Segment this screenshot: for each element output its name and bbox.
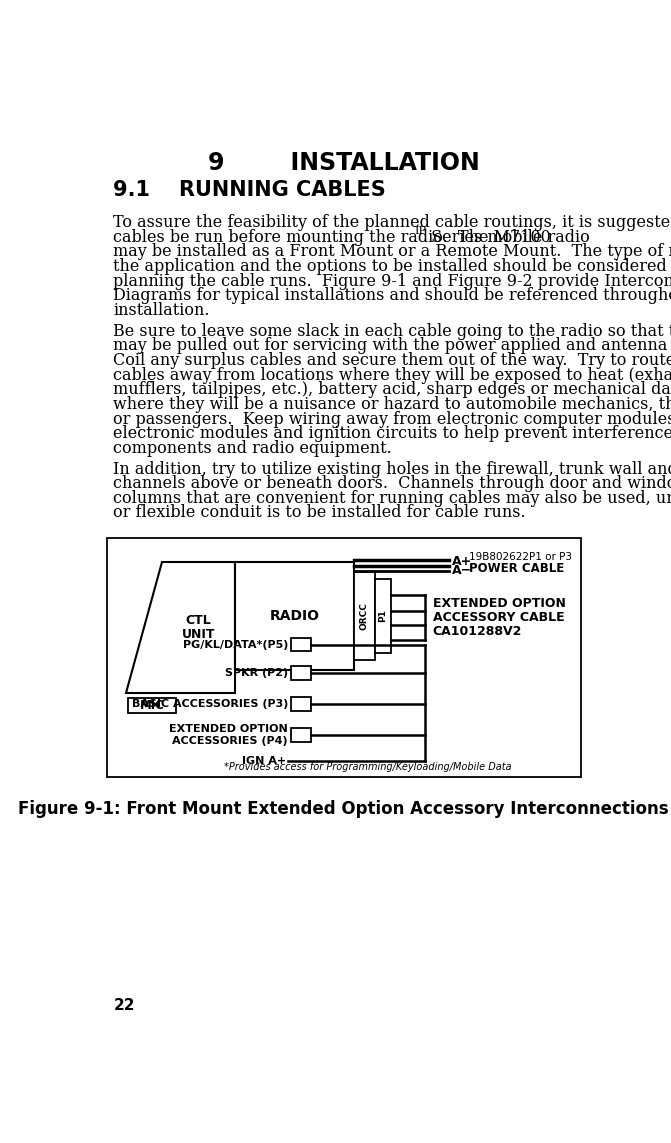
Text: ACCESSORY CABLE: ACCESSORY CABLE: [433, 610, 564, 624]
Text: POWER CABLE: POWER CABLE: [469, 561, 564, 575]
Text: Figure 9-1: Front Mount Extended Option Accessory Interconnections: Figure 9-1: Front Mount Extended Option …: [18, 800, 669, 818]
Bar: [291, 638, 311, 652]
Text: mufflers, tailpipes, etc.), battery acid, sharp edges or mechanical damage or: mufflers, tailpipes, etc.), battery acid…: [113, 382, 671, 398]
Text: Diagrams for typical installations and should be referenced throughout the: Diagrams for typical installations and s…: [113, 287, 671, 304]
Text: 22: 22: [113, 998, 135, 1013]
Bar: [236, 562, 354, 670]
Text: electronic modules and ignition circuits to help prevent interference to these: electronic modules and ignition circuits…: [113, 425, 671, 442]
Text: channels above or beneath doors.  Channels through door and window: channels above or beneath doors. Channel…: [113, 475, 671, 493]
Text: Be sure to leave some slack in each cable going to the radio so that the radio: Be sure to leave some slack in each cabl…: [113, 322, 671, 339]
Bar: [291, 697, 311, 711]
Polygon shape: [126, 562, 236, 694]
Bar: [291, 728, 311, 742]
Text: cables be run before mounting the radio.  The M7100: cables be run before mounting the radio.…: [113, 229, 551, 246]
Text: A+: A+: [452, 554, 472, 568]
Text: columns that are convenient for running cables may also be used, unless rigid: columns that are convenient for running …: [113, 490, 671, 506]
Text: cables away from locations where they will be exposed to heat (exhaust pipes,: cables away from locations where they wi…: [113, 367, 671, 384]
Text: CTL: CTL: [186, 615, 211, 628]
Text: planning the cable runs.  Figure 9-1 and Figure 9-2 provide Interconnection: planning the cable runs. Figure 9-1 and …: [113, 273, 671, 289]
Text: A−: A−: [452, 563, 472, 577]
Text: 9        INSTALLATION: 9 INSTALLATION: [207, 151, 479, 175]
Text: UNIT: UNIT: [182, 629, 215, 641]
Text: BASIC ACCESSORIES (P3): BASIC ACCESSORIES (P3): [132, 700, 288, 709]
Bar: [291, 666, 311, 680]
Text: IGN A+: IGN A+: [242, 756, 287, 766]
Text: CA101288V2: CA101288V2: [433, 625, 522, 638]
Text: 19B802622P1 or P3: 19B802622P1 or P3: [469, 552, 572, 561]
Text: SPKR (P2): SPKR (P2): [225, 669, 288, 678]
Text: RADIO: RADIO: [270, 609, 319, 623]
Text: MIC: MIC: [140, 698, 164, 712]
Bar: [107, 538, 582, 777]
Text: 9.1    RUNNING CABLES: 9.1 RUNNING CABLES: [113, 179, 386, 200]
Bar: [354, 572, 375, 660]
Text: components and radio equipment.: components and radio equipment.: [113, 440, 392, 457]
Text: the application and the options to be installed should be considered when: the application and the options to be in…: [113, 258, 671, 275]
Text: may be installed as a Front Mount or a Remote Mount.  The type of mount,: may be installed as a Front Mount or a R…: [113, 243, 671, 261]
Text: Series mobile radio: Series mobile radio: [427, 229, 590, 246]
Text: *Provides access for Programming/Keyloading/Mobile Data: *Provides access for Programming/Keyload…: [224, 762, 512, 773]
Text: Coil any surplus cables and secure them out of the way.  Try to route the: Coil any surplus cables and secure them …: [113, 352, 671, 369]
Text: EXTENDED OPTION: EXTENDED OPTION: [433, 597, 566, 610]
Text: To assure the feasibility of the planned cable routings, it is suggested that th: To assure the feasibility of the planned…: [113, 214, 671, 231]
Bar: [128, 697, 176, 713]
Text: or passengers.  Keep wiring away from electronic computer modules, other: or passengers. Keep wiring away from ele…: [113, 410, 671, 427]
Text: P1: P1: [378, 609, 387, 622]
Text: ORCC: ORCC: [360, 602, 369, 630]
Text: where they will be a nuisance or hazard to automobile mechanics, the driver: where they will be a nuisance or hazard …: [113, 395, 671, 413]
Text: PG/KL/DATA*(P5): PG/KL/DATA*(P5): [183, 640, 288, 649]
Text: In addition, try to utilize existing holes in the firewall, trunk wall and the: In addition, try to utilize existing hol…: [113, 461, 671, 478]
Text: or flexible conduit is to be installed for cable runs.: or flexible conduit is to be installed f…: [113, 504, 526, 521]
Text: ACCESSORIES (P4): ACCESSORIES (P4): [172, 736, 288, 746]
Text: IP: IP: [414, 225, 426, 235]
Bar: [375, 578, 391, 653]
Text: may be pulled out for servicing with the power applied and antenna attached.: may be pulled out for servicing with the…: [113, 337, 671, 354]
Text: EXTENDED OPTION: EXTENDED OPTION: [169, 725, 288, 734]
Text: installation.: installation.: [113, 302, 210, 319]
